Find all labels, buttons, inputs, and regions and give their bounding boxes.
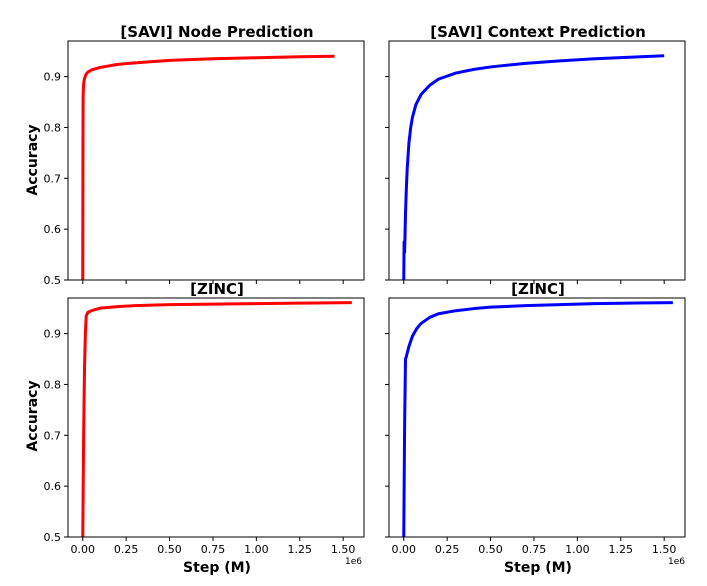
y-tick-label: 0.5 xyxy=(44,274,62,287)
series-line xyxy=(81,301,352,537)
y-tick-label: 0.5 xyxy=(44,531,62,544)
y-tick-label: 0.8 xyxy=(44,378,62,391)
x-tick-label: 0.00 xyxy=(71,543,96,556)
panel-title: [SAVI] Context Prediction xyxy=(430,23,646,41)
x-tick-label: 0.75 xyxy=(522,543,547,556)
x-tick-label: 1.25 xyxy=(609,543,634,556)
panel-title: [ZINC] xyxy=(190,280,244,298)
panel-zinc-node: [ZINC] Accuracy Step (M) 1e6 0.5 0.6 0.7 0.… xyxy=(25,280,365,576)
x-tick-label: 1.25 xyxy=(288,543,313,556)
x-tick-label: 1.00 xyxy=(244,543,269,556)
x-tick-label: 1.50 xyxy=(331,543,356,556)
panel-zinc-context: [ZINC] Step (M) 1e6 0.00 0.25 0.50 0.75 1.00… xyxy=(385,280,686,576)
axes-frame xyxy=(388,297,686,538)
y-tick-label: 0.6 xyxy=(44,480,62,493)
axes-frame xyxy=(67,297,365,538)
series-line xyxy=(402,54,665,280)
y-tick-label: 0.8 xyxy=(44,121,62,134)
x-tick-label: 1.50 xyxy=(652,543,677,556)
y-axis-label: Accuracy xyxy=(25,124,41,195)
y-tick-label: 0.6 xyxy=(44,223,62,236)
y-tick-label: 0.7 xyxy=(44,429,62,442)
x-axis-label: Step (M) xyxy=(183,560,251,576)
x-axis-label: Step (M) xyxy=(504,560,572,576)
axes-frame xyxy=(67,40,365,281)
y-tick-label: 0.9 xyxy=(44,328,62,341)
x-tick-label: 0.25 xyxy=(435,543,460,556)
x-tick-label: 0.50 xyxy=(478,543,503,556)
y-tick-label: 0.7 xyxy=(44,172,62,185)
panel-title: [SAVI] Node Prediction xyxy=(120,23,313,41)
x-tick-label: 0.25 xyxy=(114,543,139,556)
panel-title: [ZINC] xyxy=(511,280,565,298)
series-line xyxy=(402,301,673,537)
x-tick-label: 0.75 xyxy=(201,543,226,556)
panel-savi-node: [SAVI] Node Prediction Accuracy 0.5 0.6 0.… xyxy=(25,23,365,287)
axes-frame xyxy=(388,40,686,281)
x-tick-label: 0.00 xyxy=(392,543,417,556)
x-tick-label: 1.00 xyxy=(565,543,590,556)
y-axis-label: Accuracy xyxy=(25,380,41,451)
panel-savi-context: [SAVI] Context Prediction xyxy=(385,23,686,284)
x-tick-label: 0.50 xyxy=(157,543,182,556)
x-offset-label: 1e6 xyxy=(345,557,362,567)
y-tick-label: 0.9 xyxy=(44,71,62,84)
x-offset-label: 1e6 xyxy=(668,557,685,567)
series-line xyxy=(81,54,335,280)
